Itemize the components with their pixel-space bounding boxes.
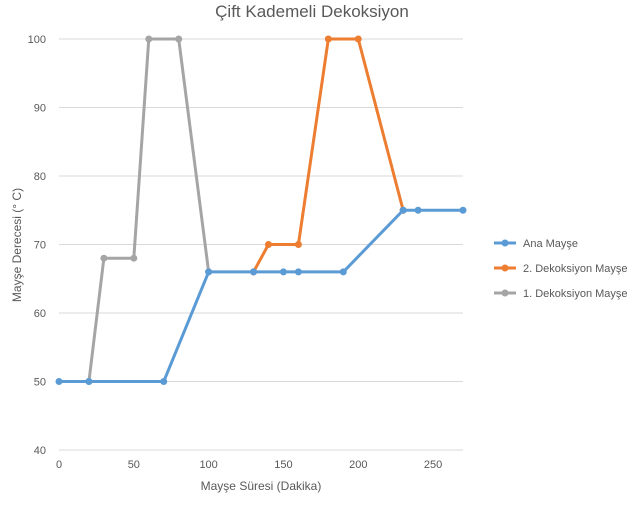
x-tick-label: 0 [56, 459, 62, 471]
data-point [414, 206, 422, 214]
data-point [145, 35, 153, 43]
legend-marker [501, 289, 509, 297]
data-point [130, 254, 138, 262]
y-tick-label: 70 [34, 240, 46, 252]
x-tick-label: 100 [199, 459, 217, 471]
data-point [100, 254, 108, 262]
legend-marker [501, 264, 509, 272]
data-point [85, 378, 93, 385]
data-point [264, 241, 272, 248]
y-tick-label: 60 [34, 308, 46, 320]
data-point [399, 206, 407, 214]
legend-label: Ana Mayşe [523, 238, 578, 250]
y-tick-label: 90 [34, 103, 46, 115]
data-point [459, 206, 467, 214]
series-1 [250, 35, 407, 276]
legend: Ana Mayşe 2. Dekoksiyon Mayşe 1. Dekoksiyo… [494, 238, 628, 300]
x-tick-label: 200 [349, 459, 367, 471]
data-point [55, 378, 63, 385]
data-point [324, 35, 332, 43]
series-2 [85, 35, 213, 385]
chart-title: Çift Kademeli Dekoksiyon [215, 2, 409, 21]
series-line [252, 37, 405, 273]
series-line [87, 37, 211, 382]
axes: 40 50 60 70 80 90 100 0 50 100 150 200 250 [28, 34, 463, 471]
x-tick-label: 250 [424, 459, 442, 471]
series-line [59, 208, 463, 383]
data-point [279, 268, 287, 276]
legend-marker [501, 239, 509, 247]
data-point [294, 241, 302, 248]
data-point [160, 378, 168, 385]
data-point [205, 268, 213, 276]
y-axis-label: Mayşe Derecesi (° C) [10, 188, 24, 302]
series-0 [55, 206, 467, 385]
y-tick-label: 50 [34, 377, 46, 389]
x-axis-label: Mayşe Süresi (Dakika) [201, 479, 322, 493]
x-tick-label: 150 [274, 459, 292, 471]
data-point [294, 268, 302, 276]
data-point [250, 268, 258, 276]
legend-label: 1. Dekoksiyon Mayşe [523, 288, 628, 300]
data-point [175, 35, 183, 43]
x-tick-label: 50 [128, 459, 140, 471]
legend-item: Ana Mayşe [494, 238, 578, 250]
series-layer [55, 35, 467, 385]
y-tick-label: 40 [34, 445, 46, 457]
data-point [354, 35, 362, 43]
y-tick-label: 100 [28, 34, 46, 46]
legend-item: 2. Dekoksiyon Mayşe [494, 263, 628, 275]
data-point [339, 268, 347, 276]
legend-item: 1. Dekoksiyon Mayşe [494, 288, 628, 300]
gridlines [59, 38, 463, 382]
y-tick-label: 80 [34, 171, 46, 183]
legend-label: 2. Dekoksiyon Mayşe [523, 263, 628, 275]
